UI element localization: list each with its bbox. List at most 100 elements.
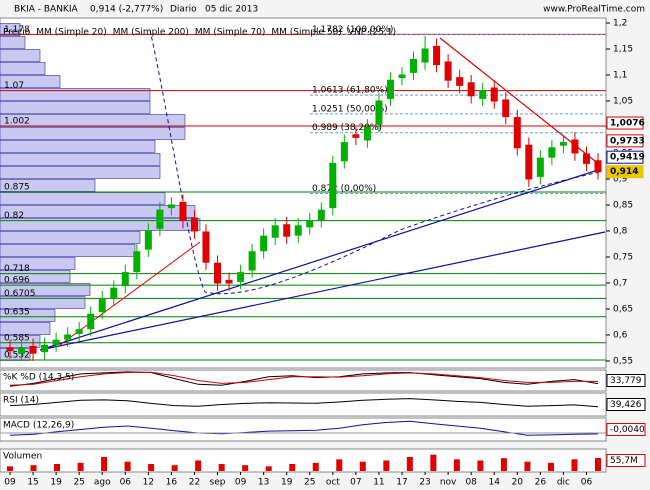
- y-tick-label: 1,1: [613, 70, 627, 80]
- candle-body: [237, 272, 245, 282]
- profile-bar: [0, 153, 161, 166]
- x-tick-label: 11: [373, 478, 384, 488]
- volume-bar: [265, 466, 272, 471]
- volume-bar: [477, 460, 484, 471]
- fib-label: 1.0251 (50,00%): [312, 104, 388, 114]
- x-tick-label: nov: [440, 478, 457, 488]
- date: 05 dic 2013: [205, 5, 258, 15]
- candle-body: [133, 251, 141, 273]
- candle-body: [513, 117, 521, 149]
- quote: 0,914 (-2,777%): [90, 5, 163, 15]
- candle-body: [536, 157, 544, 177]
- volume-bar: [242, 465, 249, 471]
- level-label: 0.552: [4, 350, 30, 360]
- legend-entry: MM (Simple 200): [113, 28, 189, 38]
- candle-body: [421, 48, 429, 63]
- volume-bar: [101, 457, 108, 471]
- profile-bar: [0, 283, 91, 296]
- volume-bar: [524, 461, 531, 471]
- candle-body: [110, 287, 118, 299]
- x-tick-label: 08: [465, 478, 477, 488]
- readout-label: -0,0040: [610, 425, 645, 435]
- volume-bar: [30, 465, 37, 471]
- x-tick-label: 13: [258, 478, 269, 488]
- x-tick-label: 06: [581, 478, 593, 488]
- profile-bar: [0, 309, 56, 322]
- macd-panel: [0, 417, 607, 442]
- level-label: 0.635: [4, 307, 30, 317]
- profile-bar: [0, 296, 86, 309]
- profile-bar: [0, 88, 151, 101]
- x-tick-label: ago: [94, 478, 111, 488]
- readout-box: [606, 374, 646, 387]
- price-box: [606, 165, 644, 179]
- level-label: 0.82: [4, 211, 24, 221]
- candle-body: [29, 345, 37, 354]
- y-tick-label: 1,15: [613, 44, 633, 54]
- candle-body: [502, 99, 510, 118]
- candle-body: [559, 142, 567, 146]
- legend-entry: Precio: [3, 28, 31, 38]
- x-tick-label: sep: [210, 478, 226, 488]
- candle-body: [87, 313, 95, 330]
- legend-entry: MM (Simple 20): [36, 28, 106, 38]
- y-tick-label: 0,75: [613, 252, 633, 262]
- readout-box: [606, 398, 646, 411]
- volume-bar: [406, 457, 413, 471]
- volume-bar: [453, 459, 460, 471]
- legend-entry: MM (Simple 50): [271, 28, 341, 38]
- readout-box: [606, 423, 646, 436]
- x-tick-label: 17: [396, 478, 407, 488]
- volume-bar: [500, 458, 507, 471]
- x-tick-label: 14: [489, 478, 501, 488]
- volume-bar: [124, 461, 131, 471]
- profile-bar: [0, 322, 51, 335]
- fib-label: 0.989 (38,20%): [312, 123, 382, 133]
- candle-body: [363, 126, 371, 141]
- volume-bar: [148, 464, 155, 471]
- candle-body: [75, 329, 83, 334]
- x-tick-label: 25: [304, 478, 315, 488]
- candle-body: [190, 217, 198, 232]
- candle-body: [167, 204, 175, 209]
- profile-bar: [0, 192, 166, 205]
- candle-body: [271, 225, 279, 238]
- y-tick-label: 0,65: [613, 304, 633, 314]
- profile-bar: [0, 101, 151, 114]
- volume-bar: [336, 459, 343, 471]
- level-label: 0.696: [4, 276, 30, 286]
- readout-label: 39,426: [610, 400, 642, 410]
- x-tick-label: 09: [235, 478, 247, 488]
- volume-profile: [0, 23, 201, 361]
- y-tick-label: 1,2: [613, 18, 627, 28]
- candle-body: [98, 298, 106, 313]
- y-tick-label: 0,8: [613, 226, 628, 236]
- candle-body: [467, 82, 475, 97]
- x-tick-label: 23: [419, 478, 430, 488]
- profile-bar: [0, 140, 156, 153]
- candle-body: [294, 225, 302, 236]
- profile-bar: [0, 257, 76, 270]
- profile-bar: [0, 49, 41, 62]
- candle-body: [329, 162, 337, 209]
- candle-body: [317, 209, 325, 221]
- x-tick-label: 22: [189, 478, 200, 488]
- candle-body: [52, 339, 60, 345]
- volume-bar: [54, 464, 61, 471]
- candle-body: [283, 224, 291, 237]
- volume-bar: [312, 462, 319, 471]
- profile-bar: [0, 62, 46, 75]
- candle-body: [248, 251, 256, 271]
- price-label: 0,9419: [610, 153, 645, 163]
- price-label: 0,9733: [610, 136, 645, 146]
- volume-bar: [571, 459, 578, 471]
- volume-panel: [0, 448, 607, 473]
- symbol: BKIA - BANKIA: [14, 5, 78, 15]
- candle-body: [352, 134, 360, 138]
- panel-title: %K %D (14,3,5): [3, 373, 74, 383]
- readout-label: 55,7M: [610, 456, 638, 466]
- candle-body: [260, 235, 268, 252]
- y-tick-label: 0,85: [613, 200, 633, 210]
- candle-body: [456, 77, 464, 86]
